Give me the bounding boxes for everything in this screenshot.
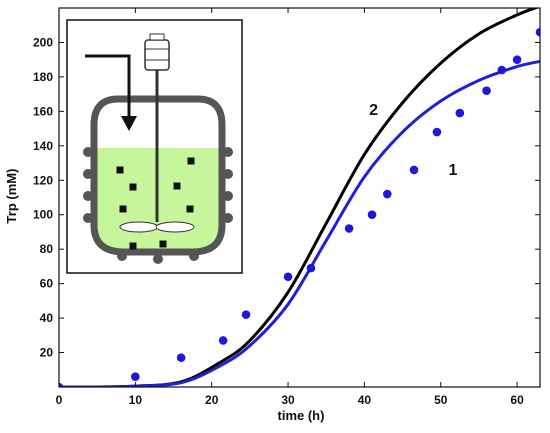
data-point	[283, 272, 293, 282]
jacket-bump	[223, 169, 233, 179]
plot-marks: 21	[59, 8, 540, 387]
y-tick-label: 160	[33, 104, 53, 118]
data-point	[455, 108, 465, 118]
x-tick-label: 50	[434, 393, 448, 407]
data-point	[306, 263, 316, 273]
impeller-blade-left	[119, 221, 159, 233]
x-tick-label: 0	[56, 393, 63, 407]
cell-particle	[159, 240, 167, 248]
data-point	[367, 210, 377, 220]
jacket-bump	[83, 213, 93, 223]
feed-arrow-icon	[121, 116, 137, 131]
jacket-bump	[223, 147, 233, 157]
series-label-1: 1	[449, 162, 458, 179]
x-tick-label: 40	[358, 393, 372, 407]
impeller-blade-right	[155, 221, 195, 233]
jacket-bump	[83, 169, 93, 179]
motor	[144, 39, 170, 71]
data-point	[218, 336, 228, 345]
cell-particle	[129, 183, 137, 191]
cell-particle	[116, 166, 124, 174]
series-group	[59, 8, 540, 387]
data-point	[176, 353, 186, 363]
y-tick-label: 80	[40, 242, 54, 256]
x-tick-label: 10	[129, 393, 143, 407]
data-point	[535, 27, 540, 37]
data-point	[241, 310, 251, 319]
bioreactor-inset	[66, 19, 243, 274]
x-tick-label: 30	[281, 393, 295, 407]
y-tick-label: 140	[33, 139, 53, 153]
data-point	[432, 127, 442, 137]
series-label-2: 2	[369, 102, 378, 119]
y-tick-label: 120	[33, 173, 53, 187]
y-axis-label: Trp (mM)	[4, 169, 19, 224]
x-tick-label: 60	[510, 393, 524, 407]
jacket-bump	[189, 251, 199, 261]
cell-particle	[187, 157, 195, 165]
data-point	[512, 55, 522, 64]
jacket-bump	[83, 147, 93, 157]
y-tick-label: 40	[40, 311, 54, 325]
data-point	[482, 86, 491, 95]
data-point	[344, 224, 354, 233]
x-axis-label: time (h)	[278, 408, 325, 423]
motor-cap	[149, 33, 165, 41]
jacket-bump	[223, 191, 233, 201]
data-point	[59, 382, 64, 387]
plot-frame	[58, 7, 541, 388]
jacket-bump	[117, 251, 127, 261]
jacket-bump	[153, 254, 163, 264]
y-tick-label: 100	[33, 208, 53, 222]
jacket-bump	[83, 191, 93, 201]
feed-line	[85, 54, 131, 116]
data-point	[383, 189, 392, 199]
data-point	[497, 65, 507, 75]
data-point	[131, 372, 140, 381]
y-tick-label: 200	[33, 35, 53, 49]
data-point	[409, 165, 419, 175]
jacket-bump	[223, 213, 233, 223]
axes: 0 10 20 30 40 50 60 20 40 60 80 100 120 140 160 180 200	[33, 8, 540, 407]
y-tick-label: 60	[40, 277, 54, 291]
x-tick-label: 20	[205, 393, 219, 407]
cell-particle	[186, 205, 194, 213]
y-tick-label: 180	[33, 70, 53, 84]
cell-particle	[119, 205, 127, 213]
cell-particle	[129, 242, 137, 250]
cell-particle	[173, 182, 181, 190]
y-tick-label: 20	[40, 346, 54, 360]
